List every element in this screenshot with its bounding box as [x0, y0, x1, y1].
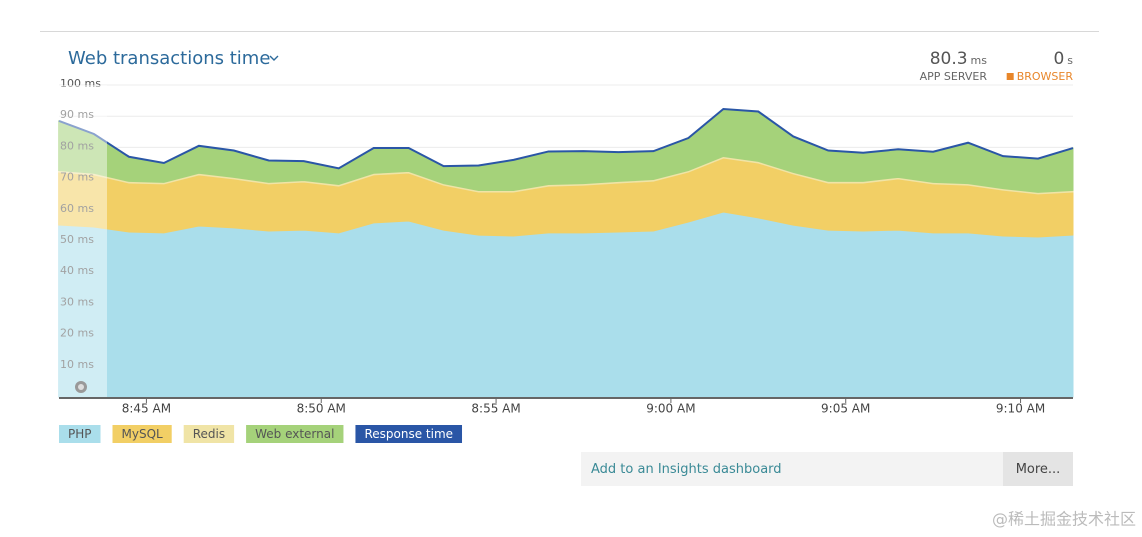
stat-value: 0 [1053, 49, 1064, 69]
legend-label: MySQL [122, 427, 164, 441]
insights-link[interactable]: Add to an Insights dashboard [591, 462, 782, 477]
y-tick-label: 40 ms [60, 264, 94, 277]
legend-box [355, 425, 463, 443]
time-overlay [59, 85, 107, 397]
legend-item[interactable]: Response time [355, 425, 463, 443]
stat-unit: ms [971, 54, 988, 67]
zoom-icon-inner [78, 384, 84, 390]
stat-unit: s [1067, 54, 1073, 67]
y-tick-label: 30 ms [60, 295, 94, 308]
x-tick-label: 9:10 AM [996, 402, 1045, 416]
legend-label: PHP [68, 427, 92, 441]
y-tick-label: 80 ms [60, 139, 94, 152]
legend-label: Web external [255, 427, 334, 441]
area [58, 211, 1074, 398]
legend-label: Redis [193, 427, 225, 441]
watermark: @稀土掘金技术社区 [992, 510, 1136, 529]
legend-item[interactable]: Web external [246, 425, 344, 443]
x-tick-label: 8:50 AM [297, 402, 346, 416]
legend-box [112, 425, 172, 443]
legend-box [183, 425, 235, 443]
stat-label: APP SERVER [920, 70, 988, 83]
legend-box [59, 425, 101, 443]
y-tick-label: 70 ms [60, 171, 94, 184]
legend-item[interactable]: PHP [59, 425, 101, 443]
legend-item[interactable]: Redis [183, 425, 235, 443]
y-tick-label: 100 ms [60, 77, 101, 90]
y-tick-label: 90 ms [60, 108, 94, 121]
x-tick-label: 9:00 AM [646, 402, 695, 416]
more-button[interactable] [1003, 452, 1073, 486]
legend-box [246, 425, 344, 443]
y-tick-label: 50 ms [60, 233, 94, 246]
chart-title[interactable]: Web transactions time [68, 48, 270, 69]
y-tick-label: 60 ms [60, 202, 94, 215]
action-bar [581, 452, 1073, 486]
y-tick-label: 10 ms [60, 358, 94, 371]
legend-item[interactable]: MySQL [112, 425, 172, 443]
dropdown-chevron[interactable] [269, 55, 279, 61]
legend-label: Response time [364, 427, 453, 441]
response-time-line [58, 107, 1074, 170]
x-tick-label: 8:55 AM [471, 402, 520, 416]
stat-value: 80.3 [930, 49, 968, 69]
x-tick-label: 8:45 AM [122, 402, 171, 416]
y-tick-label: 20 ms [60, 327, 94, 340]
stat-swatch [1006, 73, 1014, 80]
stat-label: BROWSER [1017, 70, 1074, 83]
more-label[interactable]: More... [1016, 462, 1061, 477]
x-tick-label: 9:05 AM [821, 402, 870, 416]
